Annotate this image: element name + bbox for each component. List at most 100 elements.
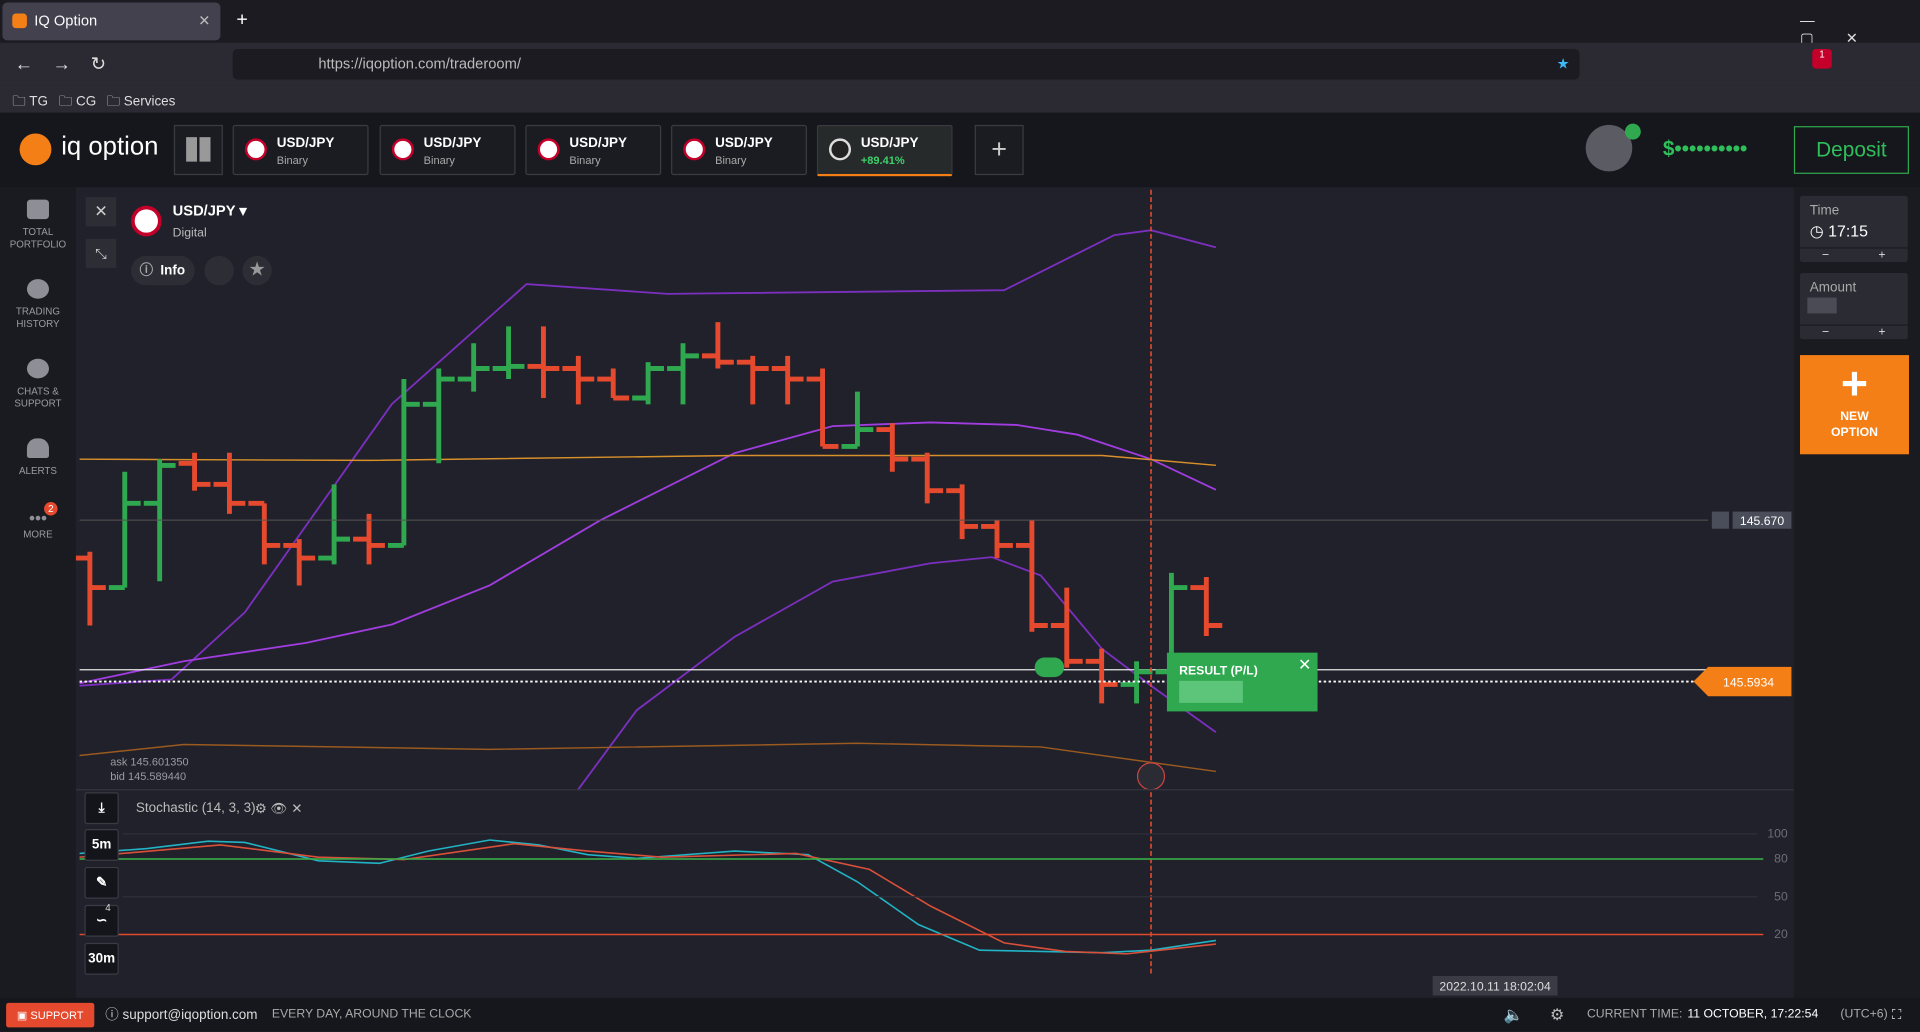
- time-zone: (UTC+6): [1840, 1007, 1888, 1022]
- amount-box[interactable]: Amount − +: [1800, 273, 1908, 340]
- moving-average-slow: [79, 742, 1217, 773]
- browser-tab[interactable]: IQ Option ✕: [2, 2, 221, 41]
- indicator-button[interactable]: ∽: [84, 904, 119, 937]
- icon: •••: [28, 508, 47, 528]
- time-steppers: − +: [1800, 247, 1908, 263]
- browser-tab-bar: IQ Option ✕ + —▢✕: [0, 0, 1920, 47]
- tab-sub: +89.41%: [860, 154, 905, 167]
- time-value: ◷ 17:15: [1809, 221, 1868, 241]
- grid-button[interactable]: [173, 124, 223, 176]
- alert-tag: [1711, 511, 1729, 529]
- info-button[interactable]: ⓘ Info: [131, 255, 195, 286]
- bookmark[interactable]: 🗀 TG: [12, 94, 48, 109]
- current-time: 11 OCTOBER, 17:22:54: [1687, 1007, 1819, 1022]
- url-bar[interactable]: https://iqoption.com/traderoom/ ★: [232, 48, 1580, 80]
- favicon: [12, 13, 27, 29]
- support-label: SUPPORT: [30, 1008, 84, 1022]
- collapse[interactable]: ⤡: [85, 238, 117, 269]
- nav-buttons[interactable]: ←→↻: [14, 53, 126, 75]
- time-label: Time: [1809, 203, 1840, 218]
- timeframe-button[interactable]: 5m: [84, 828, 119, 861]
- stoch-tick-label: 80: [1774, 852, 1788, 866]
- balance[interactable]: $••••••••••: [1662, 137, 1748, 161]
- timeframe-button[interactable]: 30m: [84, 942, 119, 975]
- sidebar-label: CHATS & SUPPORT: [14, 385, 62, 409]
- fullscreen[interactable]: ⛶: [1891, 1007, 1902, 1023]
- minus[interactable]: −: [1822, 248, 1830, 263]
- asset-type: Digital: [172, 226, 207, 241]
- sidebar-label: ALERTS: [18, 465, 57, 477]
- alert-button[interactable]: [204, 255, 234, 286]
- tab-asset: USD/JPY: [715, 135, 773, 151]
- chart: 145.670 145.5934 RESULT (P/L) ✕ ask 145.6…: [75, 187, 1794, 998]
- sidebar-item[interactable]: TRADING HISTORY: [0, 279, 76, 330]
- info-label: Info: [160, 263, 186, 278]
- url: https://iqoption.com/traderoom/: [318, 55, 521, 73]
- flag: [244, 138, 267, 161]
- time-box[interactable]: Time ◷ 17:15 − +: [1800, 195, 1908, 263]
- deal-bubble[interactable]: [1034, 657, 1065, 678]
- indicator-icons[interactable]: ⚙ 👁 ✕: [255, 801, 303, 816]
- draw-button[interactable]: ✎: [84, 866, 119, 899]
- ask: ask 145.601350: [110, 756, 188, 768]
- minus[interactable]: −: [1822, 325, 1830, 340]
- asset-tab[interactable]: USD/JPY Binary: [232, 124, 369, 176]
- sidebar-label: TRADING HISTORY: [15, 306, 61, 330]
- footer-icons[interactable]: 🔈 ⚙: [1503, 1005, 1565, 1024]
- amount-label: Amount: [1809, 280, 1857, 296]
- amount-steppers: − +: [1800, 324, 1908, 340]
- asset-tab[interactable]: USD/JPY Binary: [525, 124, 662, 176]
- asset-tab-active[interactable]: USD/JPY +89.41%: [816, 124, 953, 177]
- bookmark-star[interactable]: ★: [1556, 55, 1570, 73]
- asset-selector[interactable]: USD/JPY ▾: [172, 202, 247, 220]
- new-option-label: NEW OPTION: [1831, 410, 1878, 440]
- tab-sub: Binary: [276, 154, 308, 167]
- badge: 2: [44, 502, 58, 516]
- sidebar-item[interactable]: ALERTS: [0, 438, 76, 477]
- verified: [1624, 123, 1641, 140]
- add-tab[interactable]: +: [974, 124, 1024, 176]
- flag: [683, 138, 706, 161]
- tab-sub: Binary: [715, 154, 747, 167]
- avatar[interactable]: [1585, 124, 1633, 172]
- support-button[interactable]: ▣ SUPPORT: [6, 1002, 95, 1028]
- icon: [26, 358, 49, 379]
- favorite-button[interactable]: ★: [242, 255, 272, 286]
- bollinger-lower: [577, 556, 1217, 791]
- expiration-flag[interactable]: [1136, 762, 1166, 791]
- bid: bid 145.589440: [110, 771, 186, 783]
- asset-tab[interactable]: USD/JPY Binary: [379, 124, 516, 176]
- chart-bg: [75, 187, 1794, 998]
- info-icon: ⓘ: [139, 263, 154, 278]
- sidebar-item[interactable]: TOTAL PORTFOLIO: [0, 199, 76, 251]
- tab-title: IQ Option: [34, 12, 98, 30]
- tab-asset: USD/JPY: [860, 135, 919, 151]
- bookmark[interactable]: 🗀 CG: [58, 94, 97, 109]
- sidebar-item[interactable]: CHATS & SUPPORT: [0, 358, 76, 410]
- logo-icon: [19, 133, 52, 166]
- plus[interactable]: +: [1878, 325, 1886, 340]
- deposit-button[interactable]: Deposit: [1793, 126, 1909, 174]
- close-chart[interactable]: ✕: [85, 197, 117, 227]
- icon: [26, 279, 49, 299]
- new-option-button[interactable]: + NEW OPTION: [1800, 355, 1909, 455]
- plus[interactable]: +: [1878, 248, 1886, 263]
- tool-button[interactable]: ⤓: [84, 792, 119, 825]
- sidebar-item[interactable]: ••• MORE: [0, 508, 76, 541]
- email[interactable]: ⓘ support@iqoption.com: [105, 1007, 258, 1023]
- bookmark[interactable]: 🗀 Services: [106, 94, 176, 109]
- extension-badge[interactable]: 1: [1812, 48, 1832, 69]
- asset-tab[interactable]: USD/JPY Binary: [671, 124, 807, 176]
- window-controls[interactable]: —▢✕: [1800, 12, 1890, 47]
- logo[interactable]: iq option: [61, 132, 159, 161]
- new-tab[interactable]: +: [236, 9, 248, 31]
- bollinger-upper: [79, 229, 1217, 687]
- tab-close[interactable]: ✕: [198, 12, 211, 30]
- flag: [537, 138, 560, 161]
- result-close[interactable]: ✕: [1298, 657, 1311, 674]
- time: 17:15: [1828, 221, 1868, 241]
- icon: [26, 438, 49, 458]
- cursor-time-box: [1432, 975, 1558, 996]
